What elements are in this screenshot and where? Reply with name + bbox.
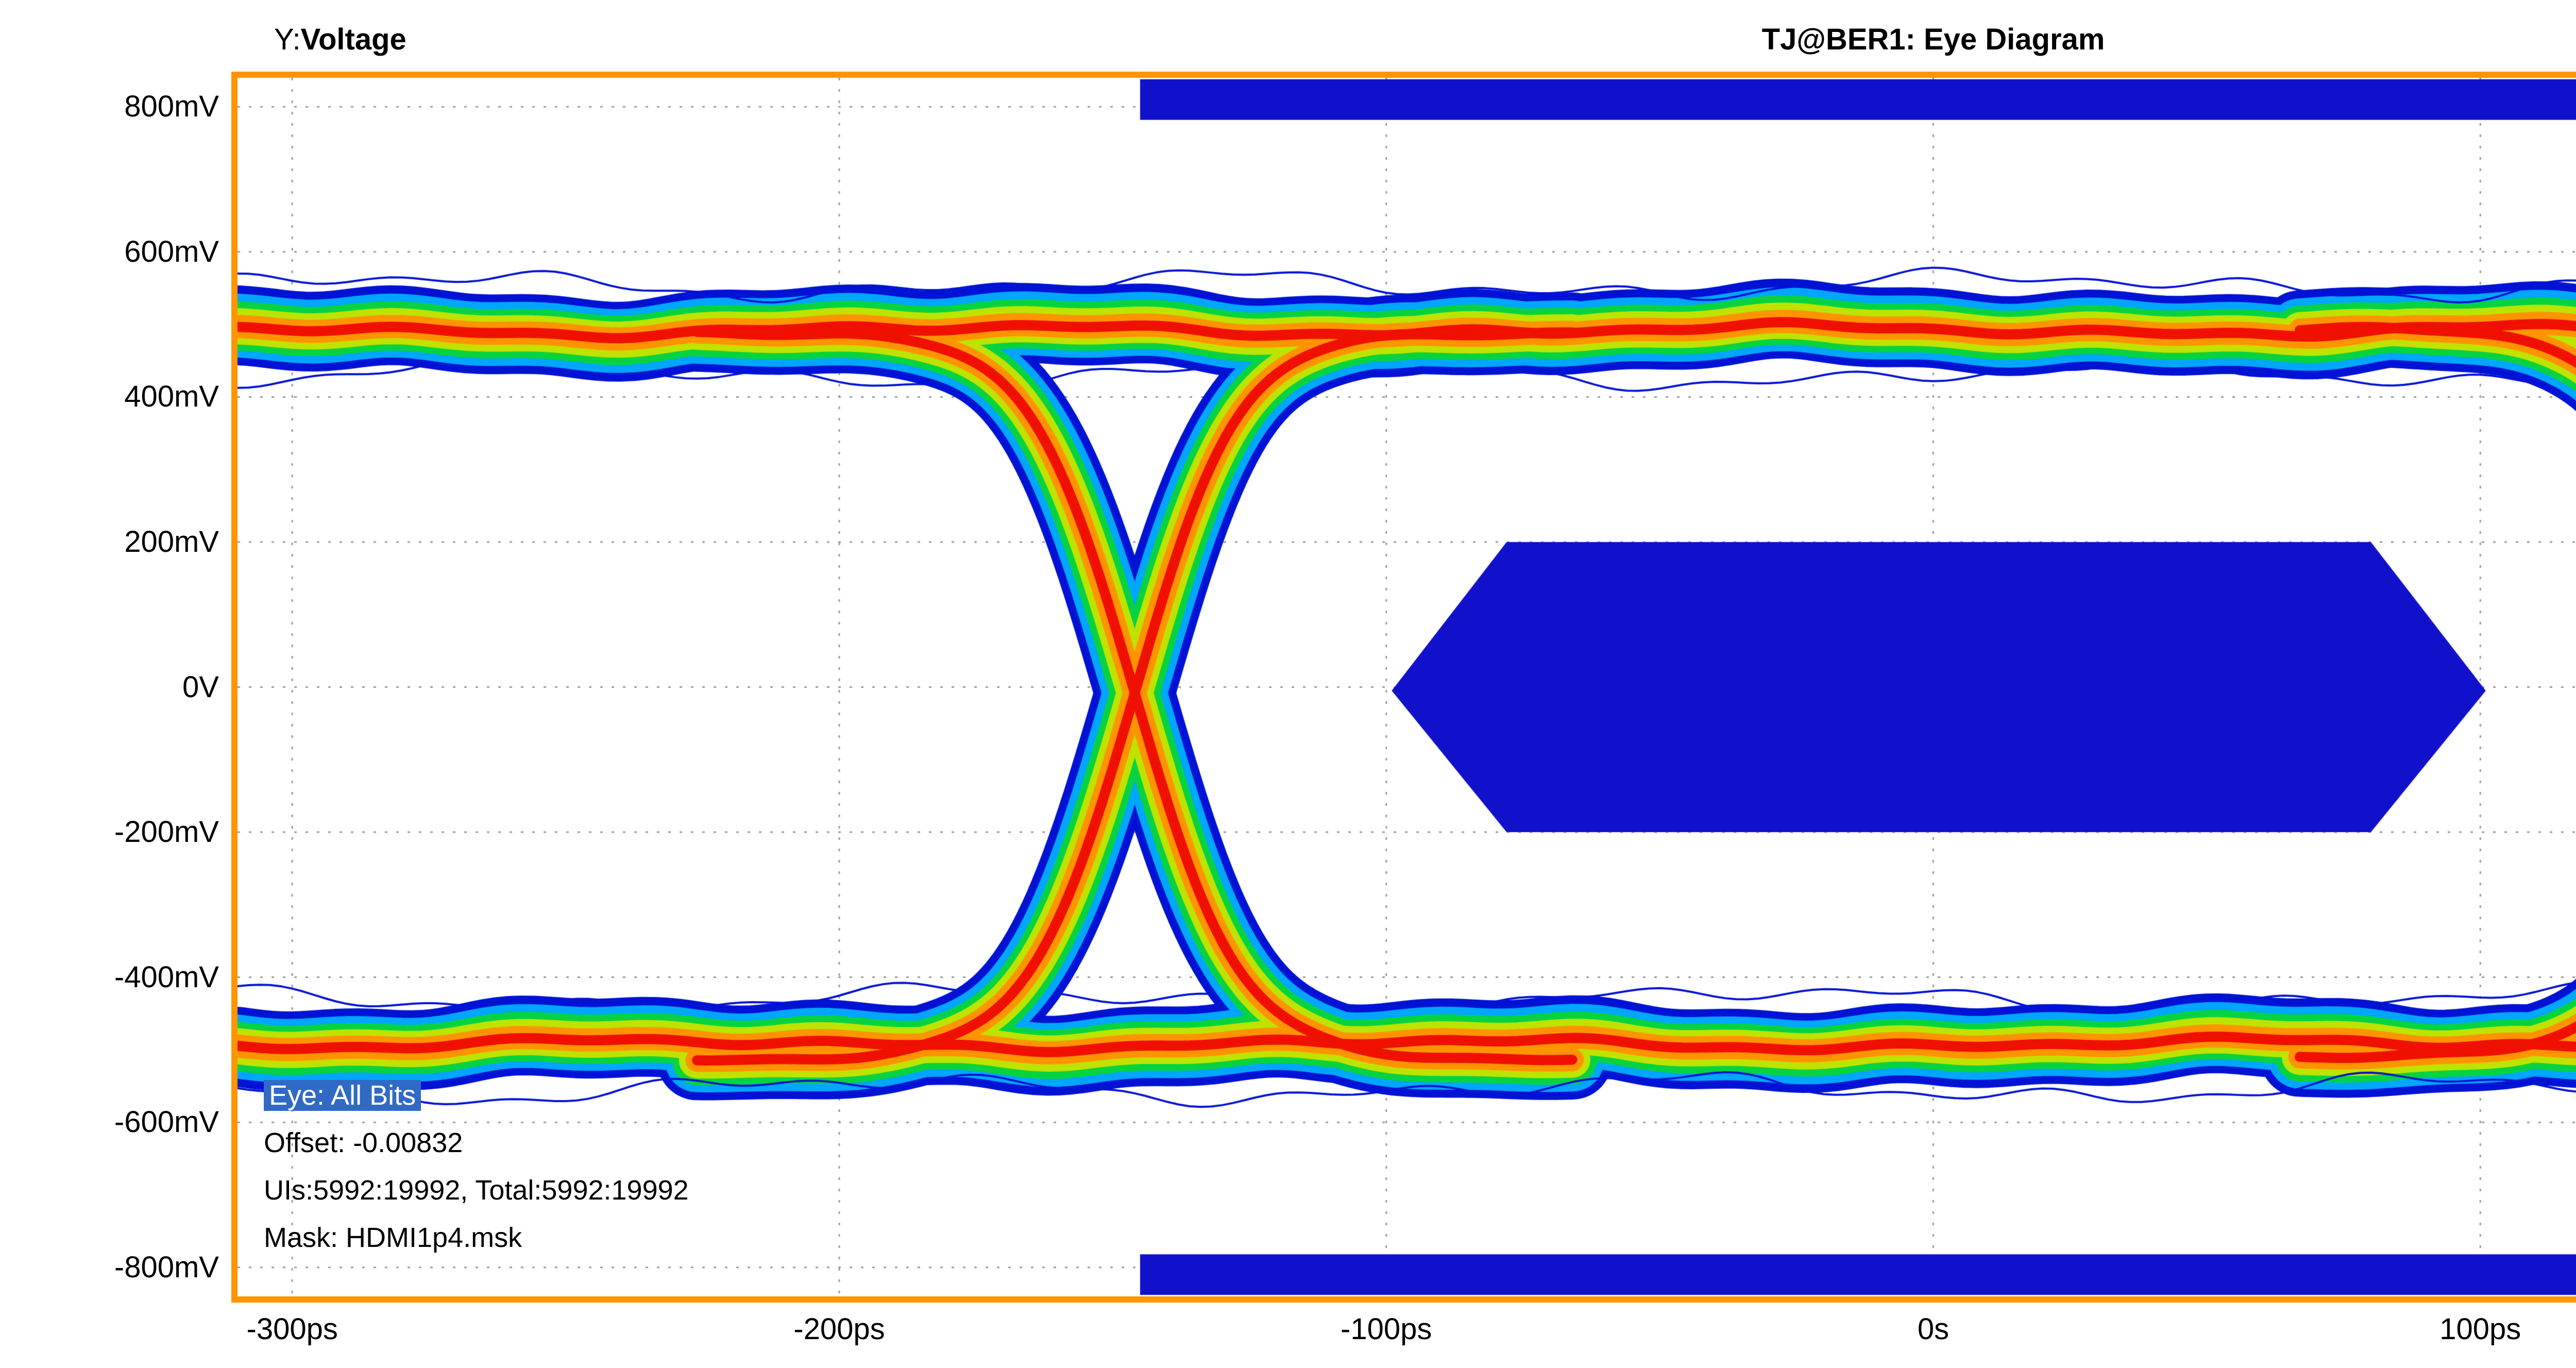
measurement-annotations: Eye: All Bits Offset: -0.00832 UIs:5992:…	[264, 1072, 689, 1261]
y-tick-label: -200mV	[114, 815, 219, 849]
y-tick-label: 400mV	[124, 380, 219, 414]
eye-diagram-canvas	[238, 78, 2576, 1296]
y-tick-label: -800mV	[114, 1250, 219, 1284]
x-tick-label: -200ps	[793, 1312, 885, 1346]
y-tick-label: 600mV	[124, 234, 219, 268]
annotation-eye-all-bits[interactable]: Eye: All Bits	[264, 1080, 421, 1111]
y-tick-label: -600mV	[114, 1105, 219, 1139]
annotation-mask-file: Mask: HDMI1p4.msk	[264, 1222, 522, 1253]
y-tick-label: 0V	[182, 670, 219, 704]
annotation-offset: Offset: -0.00832	[264, 1127, 463, 1158]
x-tick-label: 100ps	[2439, 1312, 2521, 1346]
y-axis-title: Y:Voltage	[274, 23, 406, 57]
x-tick-label: -300ps	[246, 1312, 338, 1346]
page-title: TJ@BER1: Eye Diagram	[1761, 23, 2105, 56]
y-tick-label: 800mV	[124, 90, 219, 124]
x-tick-label: -100ps	[1341, 1312, 1432, 1346]
plot-area	[231, 72, 2576, 1303]
x-tick-label: 0s	[1917, 1312, 1950, 1346]
y-tick-label: 200mV	[124, 525, 219, 559]
annotation-row: Eye: All Bits	[264, 1072, 689, 1119]
y-axis-name: Voltage	[300, 23, 406, 56]
y-axis-prefix: Y:	[274, 23, 301, 56]
y-tick-label: -400mV	[114, 960, 219, 994]
annotation-uis: UIs:5992:19992, Total:5992:19992	[264, 1175, 689, 1206]
